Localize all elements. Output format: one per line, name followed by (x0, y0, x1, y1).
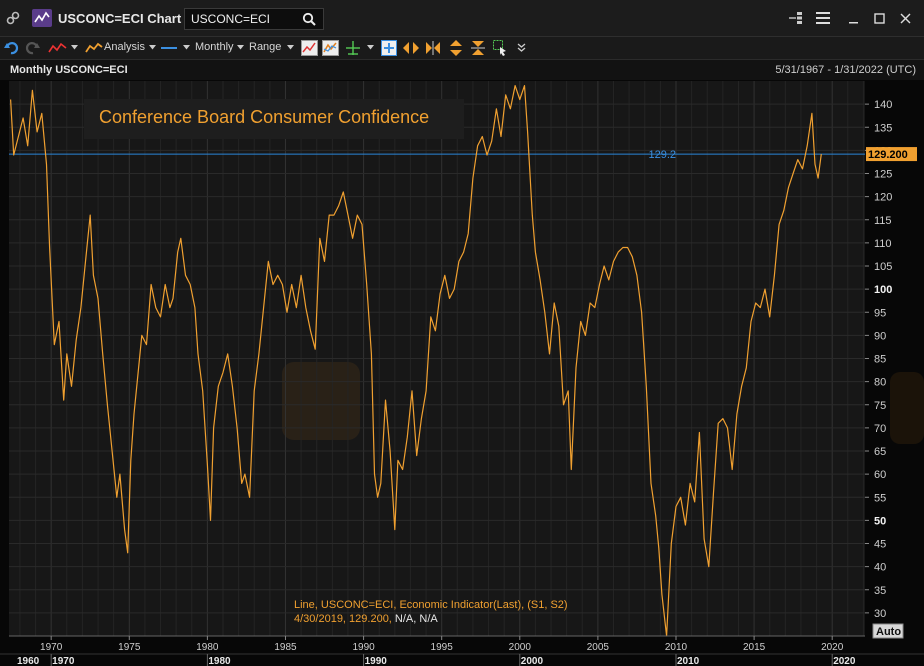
x-tick-label-1995: 1995 (431, 642, 454, 653)
line-chart-icon[interactable] (48, 41, 68, 55)
decade-axis: 1960 1970 1980 1990 2000 2010 2020 (0, 653, 924, 666)
zoom-in-horizontal-icon[interactable] (425, 41, 441, 55)
x-tick-label-1980: 1980 (196, 642, 219, 653)
undo-icon[interactable] (3, 40, 19, 56)
y-tick-label-85: 85 (874, 354, 886, 366)
window-title: USCONC=ECI Chart (58, 11, 182, 26)
chevron-down-icon[interactable] (149, 45, 156, 50)
chart-title: Conference Board Consumer Confidence (99, 107, 429, 127)
decade-label-2020: 2020 (833, 656, 856, 666)
legend-line-2: 4/30/2019, 129.200, N/A, N/A (294, 613, 438, 625)
last-value-label: 129.200 (868, 149, 908, 161)
y-tick-label-120: 120 (874, 192, 892, 204)
x-tick-label-1990: 1990 (352, 642, 375, 653)
horizontal-gridlines (9, 103, 865, 614)
x-tick-label-1985: 1985 (274, 642, 297, 653)
y-tick-label-35: 35 (874, 585, 886, 597)
select-cursor-icon[interactable] (493, 40, 507, 56)
auto-scale-button[interactable] (872, 623, 904, 639)
y-tick-label-30: 30 (874, 608, 886, 620)
y-tick-label-115: 115 (874, 215, 892, 227)
y-tick-label-105: 105 (874, 261, 892, 273)
title-bar: USCONC=ECI Chart (0, 0, 924, 37)
x-tick-label-2015: 2015 (743, 642, 766, 653)
y-tick-label-70: 70 (874, 423, 886, 435)
decade-label-1970: 1970 (52, 656, 75, 666)
y-tick-label-125: 125 (874, 169, 892, 181)
y-tick-label-45: 45 (874, 539, 886, 551)
chevron-down-icon[interactable] (71, 45, 78, 50)
search-input[interactable] (191, 11, 295, 26)
analysis-icon[interactable] (85, 41, 103, 55)
y-tick-label-90: 90 (874, 330, 886, 342)
x-tick-label-2000: 2000 (509, 642, 532, 653)
decade-label-1980: 1980 (208, 656, 231, 666)
y-tick-label-140: 140 (874, 99, 892, 111)
layout-icon[interactable] (787, 11, 803, 25)
app-icon (32, 9, 52, 27)
y-tick-label-95: 95 (874, 307, 886, 319)
decade-label-2010: 2010 (677, 656, 700, 666)
link-icon[interactable] (6, 11, 20, 25)
y-tick-label-110: 110 (874, 238, 892, 250)
y-tick-label-60: 60 (874, 469, 886, 481)
series-caption: Monthly USCONC=ECI (10, 64, 128, 76)
series-line-usconc[interactable] (10, 85, 822, 637)
y-tick-label-50: 50 (874, 515, 886, 527)
interval-menu[interactable]: Monthly (195, 41, 234, 53)
zoom-horizontal-icon[interactable] (403, 41, 419, 55)
decade-label-1960: 1960 (17, 656, 40, 666)
range-menu[interactable]: Range (249, 41, 282, 53)
x-tick-label-1975: 1975 (118, 642, 141, 653)
search-box[interactable] (184, 8, 324, 30)
x-tick-label-2010: 2010 (665, 642, 688, 653)
redo-icon[interactable] (25, 40, 41, 56)
chevron-down-icon[interactable] (183, 45, 190, 50)
y-axis: 30 35 40 45 50 55 60 65 70 75 80 85 90 95 100 105 110 115… (865, 99, 892, 620)
reference-line-label: 129.2 (648, 149, 676, 161)
chart[interactable]: 129.2 30 35 40 45 50 55 60 65 70 75 80 85 90 95 100 105… (0, 80, 924, 666)
legend-na-values: N/A, N/A (392, 613, 439, 625)
maximize-icon[interactable] (874, 13, 886, 25)
chevron-down-icon[interactable] (287, 45, 294, 50)
reference-line: 129.2 (9, 149, 865, 161)
minimize-icon[interactable] (848, 12, 860, 24)
y-tick-label-80: 80 (874, 377, 886, 389)
y-tick-label-65: 65 (874, 446, 886, 458)
menu-icon[interactable] (816, 12, 830, 24)
close-icon[interactable] (900, 13, 912, 25)
legend-date-value: 4/30/2019, 129.200, (294, 613, 392, 625)
auto-scale-label[interactable]: Auto (876, 626, 901, 638)
title-panel (84, 99, 464, 139)
y-tick-label-40: 40 (874, 562, 886, 574)
chart-type-line-icon[interactable] (301, 40, 318, 56)
y-tick-label-100: 100 (874, 284, 892, 296)
add-series-icon[interactable] (381, 40, 397, 56)
y-tick-label-75: 75 (874, 400, 886, 412)
more-chevron-icon[interactable] (517, 43, 526, 53)
x-axis: 1970 1975 1980 1985 1990 1995 2000 2005 2010 2015… (9, 635, 865, 653)
x-tick-label-2005: 2005 (587, 642, 610, 653)
y-tick-label-135: 135 (874, 122, 892, 134)
crosshair-icon[interactable] (345, 40, 361, 56)
decade-label-2000: 2000 (521, 656, 544, 666)
search-icon[interactable] (302, 12, 316, 26)
x-tick-label-1970: 1970 (40, 642, 63, 653)
x-tick-label-2020: 2020 (821, 642, 844, 653)
legend-line-1: Line, USCONC=ECI, Economic Indicator(Las… (294, 599, 568, 611)
last-value-badge (866, 147, 917, 162)
y-tick-label-55: 55 (874, 492, 886, 504)
chevron-down-icon[interactable] (237, 45, 244, 50)
chart-toolbar: Analysis Monthly Range (0, 37, 924, 60)
decade-label-1990: 1990 (365, 656, 388, 666)
line-style-icon[interactable] (160, 41, 178, 55)
chart-header: Monthly USCONC=ECI 5/31/1967 - 1/31/2022… (0, 60, 924, 80)
chart-type-compare-icon[interactable] (322, 40, 339, 56)
chevron-down-icon[interactable] (367, 45, 374, 50)
zoom-vertical-icon[interactable] (449, 40, 463, 56)
analysis-menu[interactable]: Analysis (104, 41, 145, 53)
date-range: 5/31/1967 - 1/31/2022 (UTC) (775, 64, 916, 76)
zoom-in-vertical-icon[interactable] (471, 40, 485, 56)
